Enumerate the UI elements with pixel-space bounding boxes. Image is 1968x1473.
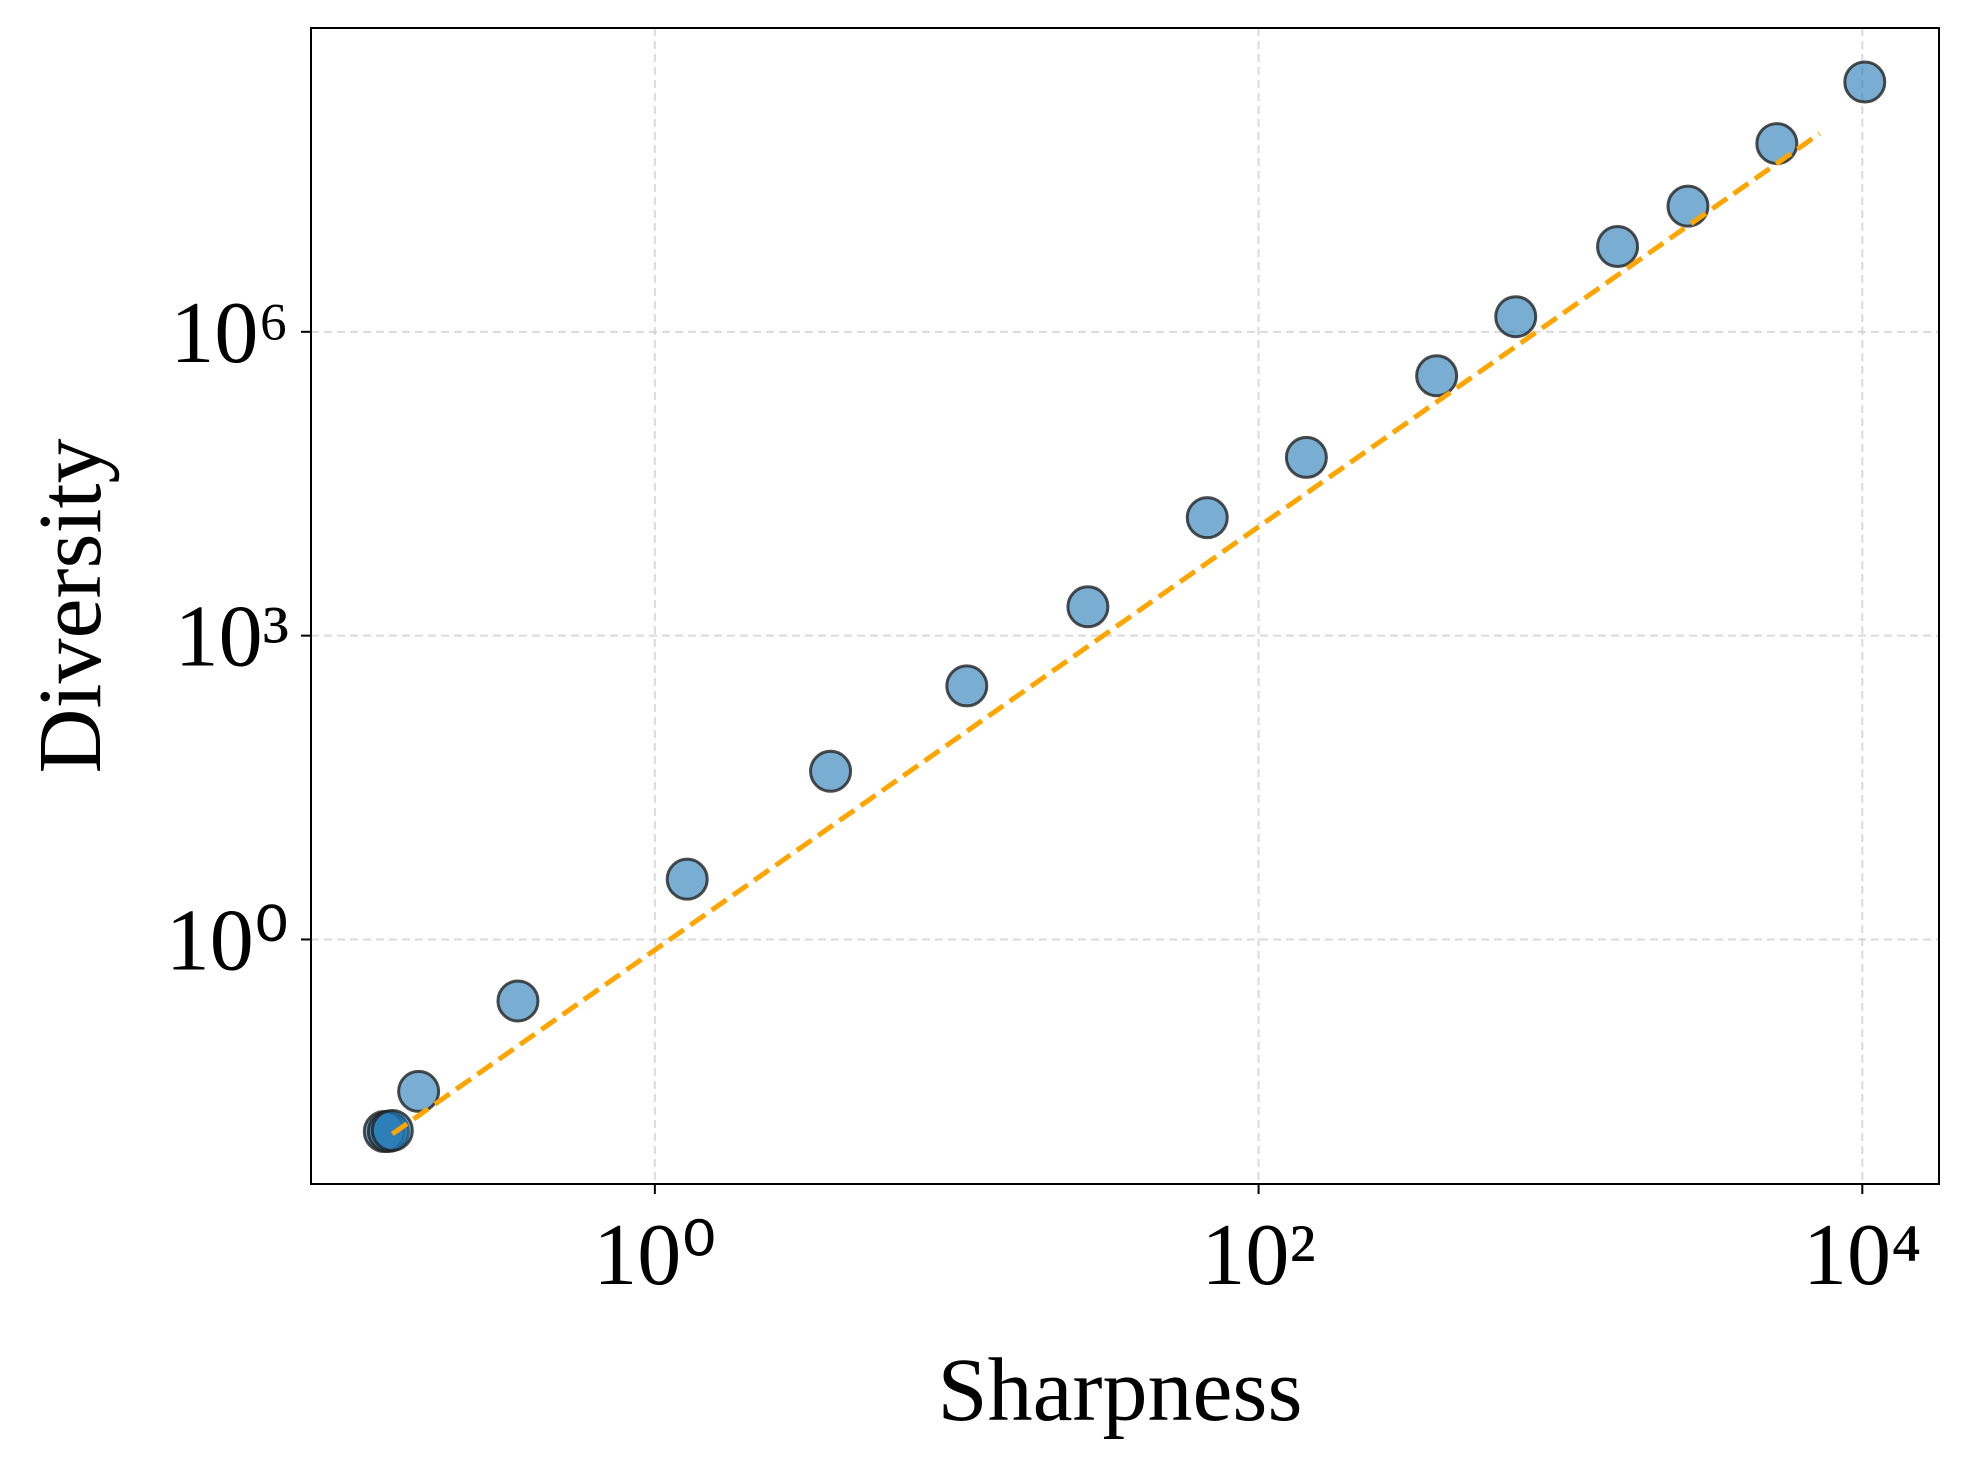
y-tick-label: 10⁰ (166, 892, 289, 989)
scatter-point (496, 979, 540, 1023)
x-tick-label: 10⁴ (1803, 1207, 1922, 1304)
plot-frame (310, 27, 1940, 1185)
scatter-point (665, 857, 709, 901)
fit-line (390, 131, 1822, 1137)
scatter-point (1185, 496, 1229, 540)
y-axis-label: Diversity (21, 439, 120, 774)
scatter-point (1066, 585, 1110, 629)
x-axis-label: Sharpness (938, 1341, 1303, 1440)
scatter-point (397, 1069, 441, 1113)
scatter-point (1596, 224, 1640, 268)
scatter-point (1494, 295, 1538, 339)
scatter-point (1843, 60, 1887, 104)
y-tick-label: 10³ (175, 589, 289, 686)
x-tick-label: 10² (1201, 1207, 1315, 1304)
scatter-point (1755, 122, 1799, 166)
scatter-point (945, 664, 989, 708)
scatter-point (809, 749, 853, 793)
y-tick-label: 10⁶ (170, 285, 289, 382)
scatter-point (1666, 184, 1710, 228)
scatter-point (1415, 354, 1459, 398)
scatter-point (370, 1108, 414, 1152)
scatter-point (1284, 435, 1328, 479)
x-tick-label: 10⁰ (593, 1207, 716, 1304)
